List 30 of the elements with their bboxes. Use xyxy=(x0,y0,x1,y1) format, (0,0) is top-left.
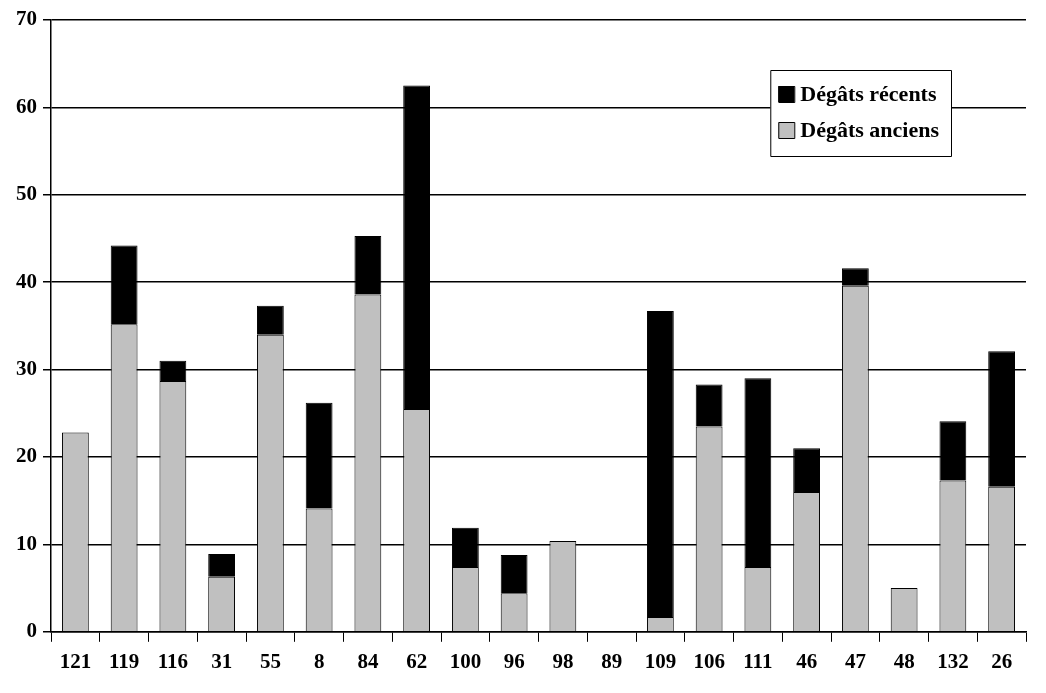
y-tick-label: 30 xyxy=(16,356,37,381)
x-tick-label: 98 xyxy=(552,648,574,673)
x-tick-label: 132 xyxy=(937,648,969,673)
legend-label: Dégâts récents xyxy=(800,80,937,106)
x-tick-label: 84 xyxy=(357,648,379,673)
x-tick-label: 55 xyxy=(259,648,281,673)
y-tick-label: 0 xyxy=(26,618,37,643)
x-tick-label: 116 xyxy=(157,648,189,673)
x-tick-label: 89 xyxy=(601,648,623,673)
x-tick-label: 106 xyxy=(693,648,725,673)
y-tick-label: 70 xyxy=(16,6,37,31)
x-tick-label: 111 xyxy=(743,648,773,673)
x-tick-label: 96 xyxy=(503,648,525,673)
y-tick-label: 20 xyxy=(16,443,37,468)
legend-label: Dégâts anciens xyxy=(800,116,940,142)
x-tick-label: 46 xyxy=(796,648,818,673)
x-tick-label: 48 xyxy=(893,648,915,673)
y-tick-label: 40 xyxy=(16,268,37,293)
y-tick-label: 10 xyxy=(16,530,37,555)
x-tick-label: 31 xyxy=(211,648,233,673)
x-tick-label: 121 xyxy=(59,648,92,673)
x-tick-label: 47 xyxy=(844,648,866,673)
x-tick-label: 109 xyxy=(644,648,677,673)
x-tick-label: 119 xyxy=(108,648,140,673)
y-tick-label: 50 xyxy=(16,181,37,206)
x-tick-label: 26 xyxy=(991,648,1013,673)
x-tick-label: 100 xyxy=(449,648,482,673)
x-tick-label: 8 xyxy=(313,648,325,673)
x-tick-label: 62 xyxy=(406,648,428,673)
y-tick-label: 60 xyxy=(16,93,37,118)
